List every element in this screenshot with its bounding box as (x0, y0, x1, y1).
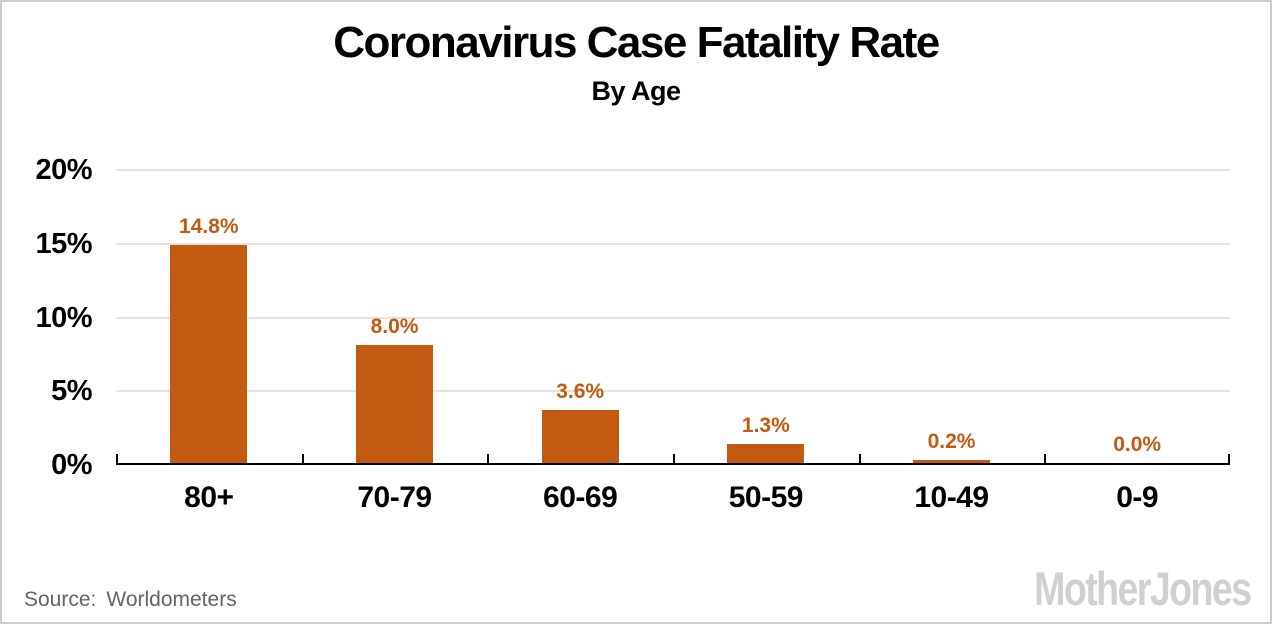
chart-subtitle: By Age (591, 76, 681, 106)
source-line: Source: Worldometers (24, 588, 237, 612)
axis-tick (859, 454, 861, 463)
bar-value-label: 14.8% (179, 215, 239, 238)
x-axis-label: 10-49 (914, 481, 989, 514)
x-axis-label: 50-59 (728, 481, 804, 514)
x-axis: 80+ 70-79 60-69 50-59 10-49 0-9 (116, 481, 1230, 517)
y-axis-label: 15% (35, 227, 92, 260)
y-axis-label: 5% (51, 375, 92, 408)
gridline (116, 390, 1230, 393)
axis-tick (1228, 454, 1230, 463)
source-value: Worldometers (106, 588, 237, 611)
gridline (116, 316, 1230, 319)
y-axis-label: 20% (35, 154, 92, 186)
bar-50-59 (727, 444, 805, 463)
axis-tick (1044, 454, 1046, 463)
x-axis-label: 0-9 (1116, 481, 1159, 514)
axis-tick (116, 454, 118, 463)
plot-area: 14.8% 8.0% 3.6% 1.3% 0.2% 0.0% (116, 169, 1230, 465)
bar-value-label: 0.2% (927, 430, 976, 453)
axis-tick (673, 454, 675, 463)
motherjones-logo: MotherJones (1033, 562, 1252, 615)
bar-value-label: 3.6% (556, 380, 605, 403)
axis-tick (487, 454, 489, 463)
bar-80+ (170, 245, 248, 463)
bar-value-label: 8.0% (370, 315, 419, 338)
gridline (116, 242, 1230, 245)
bar-value-label: 0.0% (1113, 433, 1162, 456)
x-axis-label: 60-69 (543, 481, 618, 514)
chart-title: Coronavirus Case Fatality Rate (333, 18, 940, 67)
bar-10-49 (913, 460, 990, 463)
x-axis-label: 70-79 (357, 481, 432, 514)
x-axis-label: 80+ (184, 481, 234, 514)
y-axis-label: 10% (35, 301, 92, 334)
source-label: Source: (24, 588, 97, 611)
bar-60-69 (541, 410, 619, 463)
bar-value-label: 1.3% (741, 414, 790, 437)
gridline (116, 169, 1230, 171)
y-axis-label: 0% (51, 449, 92, 481)
bar-70-79 (356, 345, 433, 463)
axis-tick (302, 454, 304, 463)
